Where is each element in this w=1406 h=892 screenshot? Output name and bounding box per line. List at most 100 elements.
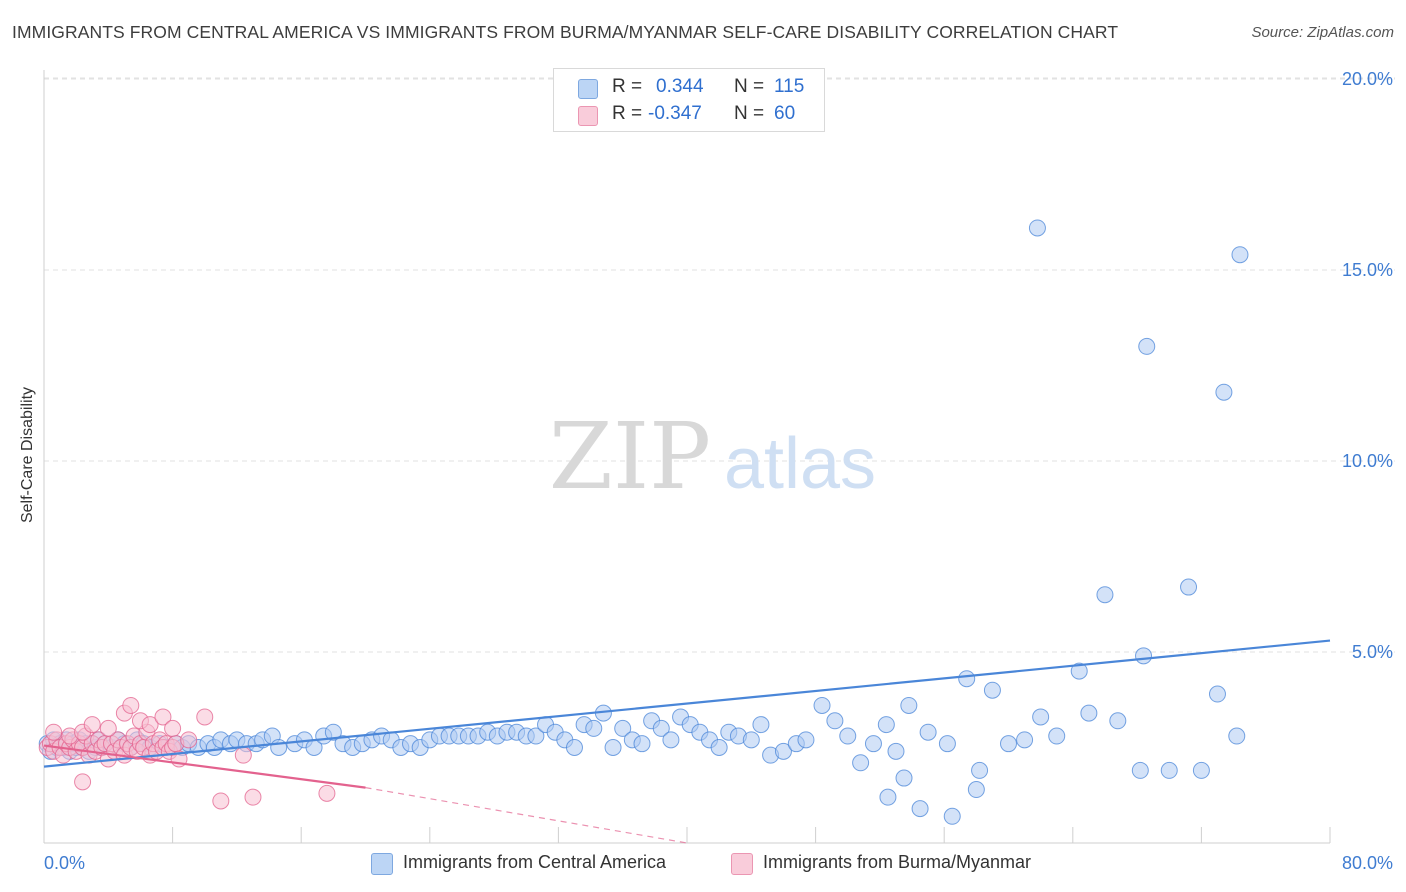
point-central-america [900, 696, 918, 714]
bottom-legend-label: Immigrants from Central America [403, 852, 667, 872]
point-central-america [324, 723, 342, 741]
point-central-america [565, 739, 583, 756]
correlation-legend: R = 0.344 N = 115 R = -0.347 N = 60 [553, 68, 825, 132]
axes [43, 70, 1331, 844]
point-central-america [1109, 712, 1127, 730]
point-burma [45, 723, 63, 741]
point-central-america [752, 716, 770, 734]
source-label: Source: ZipAtlas.com [1251, 24, 1394, 41]
point-central-america [1180, 578, 1198, 596]
trendline-central-america [43, 639, 1331, 768]
point-burma [244, 788, 262, 806]
x-tick-label: 0.0% [44, 853, 85, 873]
chart-title: IMMIGRANTS FROM CENTRAL AMERICA VS IMMIG… [12, 22, 1119, 42]
point-burma [196, 708, 214, 726]
point-central-america [958, 670, 976, 688]
bottom-legend-swatch-pink [731, 853, 753, 875]
point-central-america [971, 761, 989, 779]
point-central-america [1231, 246, 1249, 264]
point-central-america [839, 727, 857, 745]
tick-labels: 5.0% 10.0% 15.0% 20.0% 0.0% 80.0% [44, 69, 1393, 873]
point-central-america [604, 739, 622, 756]
point-central-america [813, 696, 831, 714]
legend-swatch-blue [578, 79, 598, 99]
point-central-america [585, 719, 603, 737]
point-central-america [614, 719, 632, 737]
point-central-america [1070, 662, 1088, 680]
legend-n-value: 60 [774, 103, 796, 124]
point-burma [180, 731, 198, 749]
point-central-america [1048, 727, 1066, 745]
point-central-america [967, 781, 985, 799]
y-tick-label: 5.0% [1352, 642, 1393, 662]
point-burma [141, 716, 159, 734]
y-axis-label: Self-Care Disability [19, 386, 36, 524]
bottom-legend-swatch-blue [371, 853, 393, 875]
legend-swatch-pink [578, 106, 598, 126]
point-central-america [774, 742, 792, 760]
point-central-america [797, 731, 815, 749]
legend-r-label: R = [612, 76, 643, 97]
point-central-america [1032, 708, 1050, 726]
point-central-america [1131, 761, 1149, 779]
point-central-america [1228, 727, 1246, 745]
point-central-america [662, 731, 680, 749]
point-central-america [1215, 383, 1233, 401]
legend-r-label: R = [612, 103, 643, 124]
point-central-america [877, 716, 895, 734]
point-central-america [826, 712, 844, 730]
y-tick-label: 10.0% [1342, 451, 1393, 471]
legend-n-label: N = [734, 103, 765, 124]
point-central-america [1208, 685, 1226, 703]
point-central-america [742, 731, 760, 749]
point-central-america [1080, 704, 1098, 722]
point-central-america [943, 807, 961, 825]
point-burma [99, 719, 117, 737]
point-central-america [983, 681, 1001, 699]
grid-lines [44, 77, 1395, 653]
point-central-america [1028, 219, 1046, 237]
point-burma [212, 792, 230, 810]
point-burma [83, 716, 101, 734]
watermark: ZIP atlas [549, 403, 876, 510]
watermark-atlas: atlas [724, 424, 876, 504]
bottom-legend-label: Immigrants from Burma/Myanmar [763, 852, 1032, 872]
legend-n-label: N = [734, 76, 765, 97]
point-burma [318, 784, 336, 802]
point-burma [154, 708, 172, 726]
trendline-burma [43, 744, 366, 789]
legend-n-value: 115 [774, 76, 805, 97]
x-tick-label: 80.0% [1342, 853, 1393, 873]
point-central-america [710, 739, 728, 756]
scatter-points [38, 219, 1249, 825]
trendline-burma-extension [365, 787, 688, 844]
point-central-america [270, 739, 288, 756]
point-central-america [1138, 337, 1156, 355]
point-central-america [633, 735, 651, 753]
point-central-america [938, 735, 956, 753]
y-tick-label: 20.0% [1342, 69, 1393, 89]
point-central-america [1000, 735, 1017, 753]
point-central-america [919, 723, 937, 741]
point-central-america [852, 754, 870, 772]
point-central-america [1016, 731, 1034, 749]
point-burma [74, 773, 92, 791]
point-central-america [652, 719, 670, 737]
point-central-america [1135, 647, 1153, 665]
point-central-america [527, 727, 545, 745]
point-central-america [887, 742, 905, 760]
point-burma [122, 696, 140, 714]
point-central-america [1096, 586, 1114, 604]
legend-r-value: -0.347 [648, 103, 702, 124]
point-burma [164, 719, 182, 737]
point-central-america [1160, 761, 1178, 779]
legend-r-value: 0.344 [656, 76, 704, 97]
point-central-america [879, 788, 897, 806]
point-central-america [895, 769, 913, 787]
trend-lines [43, 639, 1331, 844]
point-central-america [1192, 761, 1210, 779]
point-central-america [864, 735, 882, 753]
y-tick-label: 15.0% [1342, 260, 1393, 280]
watermark-zip: ZIP [549, 403, 711, 510]
